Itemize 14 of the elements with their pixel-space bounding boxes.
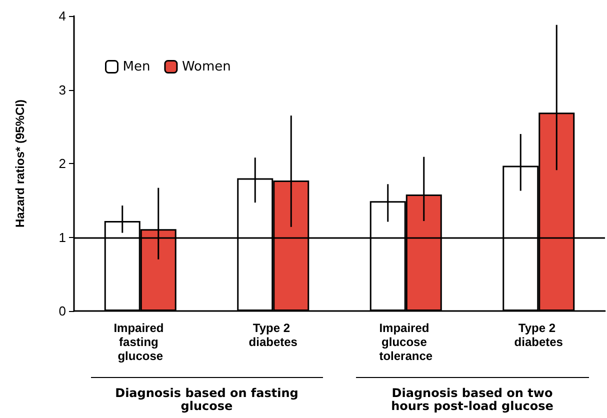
legend-label: Women <box>182 59 231 74</box>
y-tick-label: 0 <box>58 304 66 318</box>
x-tick-label: Impaired glucose tolerance <box>379 321 433 363</box>
y-axis-title: Hazard ratios* (95%CI) <box>13 99 27 228</box>
y-tick-label: 4 <box>58 8 66 24</box>
x-tick-label: Type 2 diabetes <box>514 321 564 349</box>
text: Diagnosis based on fasting glucose <box>114 386 300 413</box>
y-tick-label: 1 <box>58 230 66 245</box>
x-tick-label: Impaired fasting glucose <box>114 321 168 363</box>
text: Diagnosis based on two hours post-load glucose <box>390 386 554 413</box>
y-tick-label: 3 <box>58 82 66 98</box>
legend-label: Men <box>122 59 150 74</box>
x-tick-label: Type 2 diabetes <box>248 321 298 349</box>
y-tick-label: 2 <box>58 156 66 171</box>
